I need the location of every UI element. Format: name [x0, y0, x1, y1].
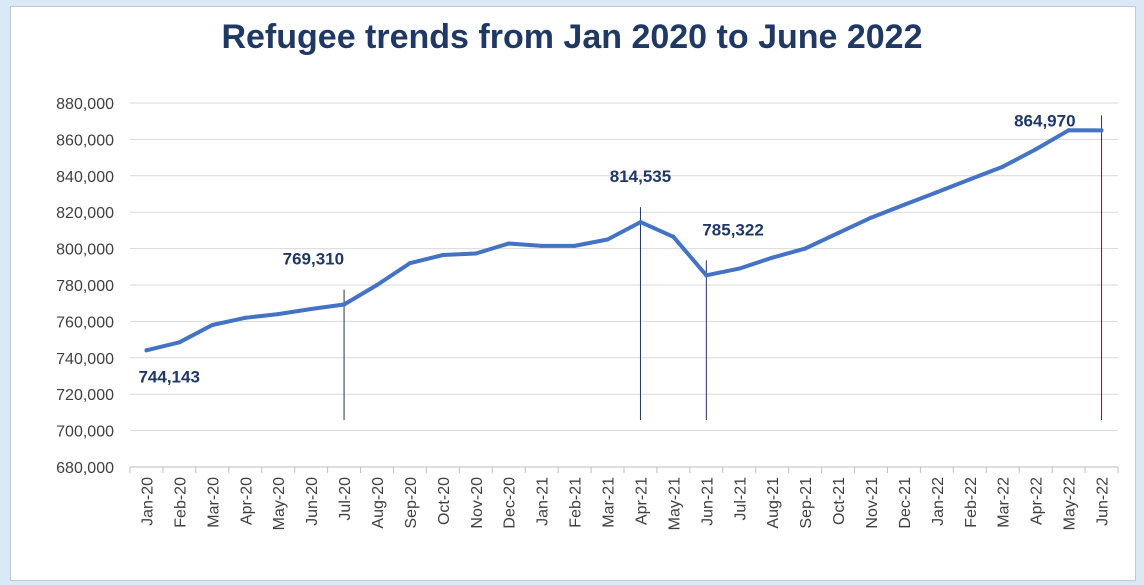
data-label: 744,143: [138, 367, 199, 386]
data-point: [803, 246, 808, 251]
x-tick-label: Aug-20: [370, 477, 387, 529]
x-tick-label: Feb-21: [568, 477, 585, 528]
series-line: [144, 128, 1104, 353]
y-tick-label: 800,000: [56, 242, 114, 259]
x-tick-label: Feb-20: [172, 477, 189, 528]
x-tick-label: Jul-21: [732, 477, 749, 521]
data-point: [967, 177, 972, 182]
x-tick-label: Jun-22: [1095, 477, 1112, 526]
x-tick-label: Nov-20: [469, 477, 486, 529]
x-tick-label: May-21: [666, 477, 683, 530]
data-point: [638, 220, 643, 225]
y-tick-label: 700,000: [56, 424, 114, 441]
data-point: [243, 315, 248, 320]
data-point: [704, 273, 709, 278]
data-point: [342, 302, 347, 307]
data-point: [177, 340, 182, 345]
data-point: [276, 312, 281, 317]
x-tick-label: Jun-20: [304, 477, 321, 526]
data-point: [1033, 147, 1038, 152]
y-tick-label: 680,000: [56, 460, 114, 477]
y-tick-label: 720,000: [56, 387, 114, 404]
data-point: [1000, 164, 1005, 169]
data-label: 814,535: [610, 167, 671, 186]
x-tick-label: Sep-21: [798, 477, 815, 529]
data-point: [737, 266, 742, 271]
data-point: [210, 323, 215, 328]
x-tick-label: Sep-20: [403, 477, 420, 529]
chart-title: Refugee trends from Jan 2020 to June 202…: [221, 18, 923, 56]
data-point: [440, 252, 445, 257]
x-tick-label: Jan-20: [139, 477, 156, 526]
y-tick-label: 820,000: [56, 205, 114, 222]
x-tick-label: Dec-20: [502, 477, 519, 529]
data-point: [1099, 128, 1104, 133]
x-tick-label: Nov-21: [864, 477, 881, 529]
data-point: [869, 215, 873, 220]
chart-panel: [10, 6, 1136, 581]
data-label: 769,310: [283, 249, 344, 268]
x-tick-label: Jul-20: [337, 477, 354, 521]
data-point: [375, 283, 379, 287]
y-tick-label: 860,000: [56, 132, 114, 149]
x-tick-label: Jun-21: [699, 477, 716, 526]
data-point: [473, 251, 478, 256]
data-label: 785,322: [702, 220, 763, 239]
data-label: 864,970: [1014, 111, 1075, 130]
y-tick-label: 760,000: [56, 314, 114, 331]
y-tick-label: 780,000: [56, 278, 114, 295]
data-point: [309, 307, 314, 312]
data-point: [901, 202, 906, 207]
x-tick-label: Dec-21: [897, 477, 914, 529]
x-tick-label: Oct-20: [436, 477, 453, 525]
x-tick-label: Feb-22: [963, 477, 980, 528]
data-point: [572, 243, 577, 248]
x-tick-label: May-20: [271, 477, 288, 530]
x-tick-label: Apr-22: [1029, 477, 1046, 525]
data-point: [1066, 128, 1071, 133]
y-tick-label: 740,000: [56, 351, 114, 368]
data-point: [671, 234, 676, 239]
x-tick-label: Mar-20: [205, 477, 222, 528]
x-tick-label: Aug-21: [765, 477, 782, 529]
data-point: [934, 190, 939, 195]
data-point: [144, 348, 149, 353]
y-tick-label: 840,000: [56, 169, 114, 186]
x-tick-label: May-22: [1062, 477, 1079, 530]
data-point: [836, 231, 841, 236]
x-tick-label: Jan-21: [535, 477, 552, 526]
y-tick-label: 880,000: [56, 96, 114, 113]
data-point: [539, 243, 544, 248]
x-tick-label: Oct-21: [831, 477, 848, 525]
x-tick-label: Jan-22: [930, 477, 947, 526]
data-point: [407, 261, 412, 266]
data-point: [605, 237, 610, 242]
data-point: [506, 241, 511, 246]
x-tick-label: Apr-20: [238, 477, 255, 525]
x-tick-label: Apr-21: [633, 477, 650, 525]
data-point: [770, 255, 775, 260]
x-tick-label: Mar-21: [601, 477, 618, 528]
x-tick-label: Mar-22: [996, 477, 1013, 528]
